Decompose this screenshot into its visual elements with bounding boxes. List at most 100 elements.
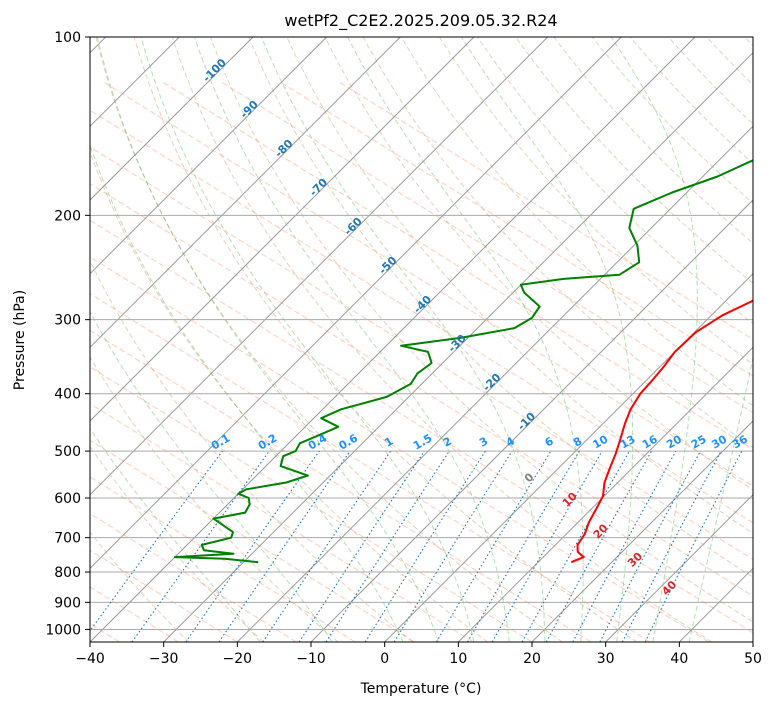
reference-dashed-line [90,439,415,642]
y-tick-label: 400 [54,387,81,403]
isotherm-label: -70 [307,176,330,199]
dry-adiabat-line [90,445,264,642]
mixing-ratio-label: 8 [571,435,584,450]
dry-adiabat-line [438,37,753,366]
moist-adiabat-label: 40 [659,578,679,598]
x-tick-label: 30 [597,651,615,667]
moist-adiabat-label: 30 [625,549,645,569]
x-tick-label: −20 [223,651,253,667]
dry-adiabat-line [744,37,753,47]
isotherm-line [163,51,753,642]
axes: −40 −30 −20 −10 0 10 20 30 40 50 1000 900 800 700 600 5… [45,30,762,667]
mixing-ratio-label: 16 [640,432,660,451]
y-tick-label: 600 [54,491,81,507]
dry-adiabat-line [324,37,753,491]
reference-dashed-line [0,82,61,642]
mixing-ratio-label: 20 [664,432,684,451]
isotherm-line [90,37,696,642]
mixing-ratio-line [521,450,630,642]
mixing-ratio-label: 30 [709,432,729,451]
reference-dashed-line [90,476,356,642]
mixing-ratio-label: 1 [382,435,395,450]
y-tick-label: 500 [54,444,81,460]
moist-adiabat-label: 20 [591,521,611,541]
mixing-ratio-line [572,450,677,642]
mixing-ratio-label: 0.2 [256,432,279,453]
dry-adiabat-line [477,37,753,325]
dry-adiabat-line [591,37,753,204]
mixing-ratio-label: 0.4 [306,431,330,452]
reference-dashed-line [221,81,753,414]
moist-adiabat-label: 10 [560,490,580,510]
moist-adiabat-line [96,37,439,642]
reference-dashed-line [280,81,753,377]
mixing-ratio-line [90,450,223,632]
mixing-ratio-line [218,450,351,642]
x-tick-label: 10 [449,651,467,667]
y-tick-label: 700 [54,531,81,547]
dry-adiabat-line [133,37,638,642]
dry-adiabat-line [90,150,488,642]
reference-dashed-line [90,109,753,524]
x-tick-label: −10 [296,651,326,667]
y-tick-label: 100 [54,30,81,46]
mixing-ratio-line [131,450,270,642]
dry-adiabat-line [248,37,753,578]
reference-dashed-line [90,256,710,642]
temperature-profile-line [570,299,753,564]
reference-dashed-line [90,293,651,642]
reference-dashed-line [90,183,753,597]
sounding-series [173,159,753,564]
background-reference-lines [0,37,753,642]
dry-adiabat-line [210,37,753,623]
mixing-ratio-label: 25 [689,433,709,452]
mixing-ratio-line [621,450,722,642]
dry-adiabat-line [90,531,190,642]
x-tick-label: 20 [523,651,541,667]
dry-adiabat-line [515,37,753,284]
reference-dashed-line [0,82,2,642]
y-tick-label: 300 [54,313,81,329]
dry-adiabat-line [171,37,712,642]
dry-adiabat-line [553,37,753,244]
mixing-ratio-line [545,450,653,642]
y-axis-title: Pressure (hPa) [12,290,28,390]
isotherm-label: -90 [238,98,261,121]
mixing-ratio-label: 1.5 [411,432,434,453]
reference-dashed-line [90,146,753,561]
mixing-ratio-line [325,450,450,642]
mixing-ratio-line [298,450,425,642]
isotherm-line [90,37,328,275]
isotherm-line [90,37,254,201]
reference-dashed-line [90,513,297,642]
dry-adiabat-line [706,37,753,86]
x-axis-title: Temperature (°C) [360,681,482,697]
y-tick-label: 1000 [45,622,81,638]
reference-dashed-line [162,81,753,451]
y-tick-label: 800 [54,565,81,581]
chart-title: wetPf2_C2E2.2025.209.05.32.R24 [284,11,557,31]
moist-adiabat-line [688,355,753,642]
isotherm-label: -50 [376,254,399,277]
moist-adiabat-line [90,427,261,642]
isotherm-line [90,37,622,570]
isotherm-line [90,37,401,349]
isotherm-line [531,420,753,642]
y-tick-label: 900 [54,595,81,611]
reference-dashed-line [90,366,533,642]
mixing-ratio-line [393,450,513,642]
x-tick-label: −40 [75,651,105,667]
mixing-ratio-line [262,450,392,642]
x-tick-label: 0 [380,651,389,667]
reference-dashed-line [338,81,753,341]
moist-adiabat-line [347,37,584,642]
moist-adiabat-line [90,310,333,642]
moist-adiabat-line [140,37,475,642]
x-tick-label: −30 [149,651,179,667]
isotherm-line [90,37,475,422]
dry-adiabat-line [90,259,414,642]
dry-adiabat-line [668,37,753,125]
reference-dashed-line [90,403,474,642]
reference-dashed-line [90,219,753,634]
